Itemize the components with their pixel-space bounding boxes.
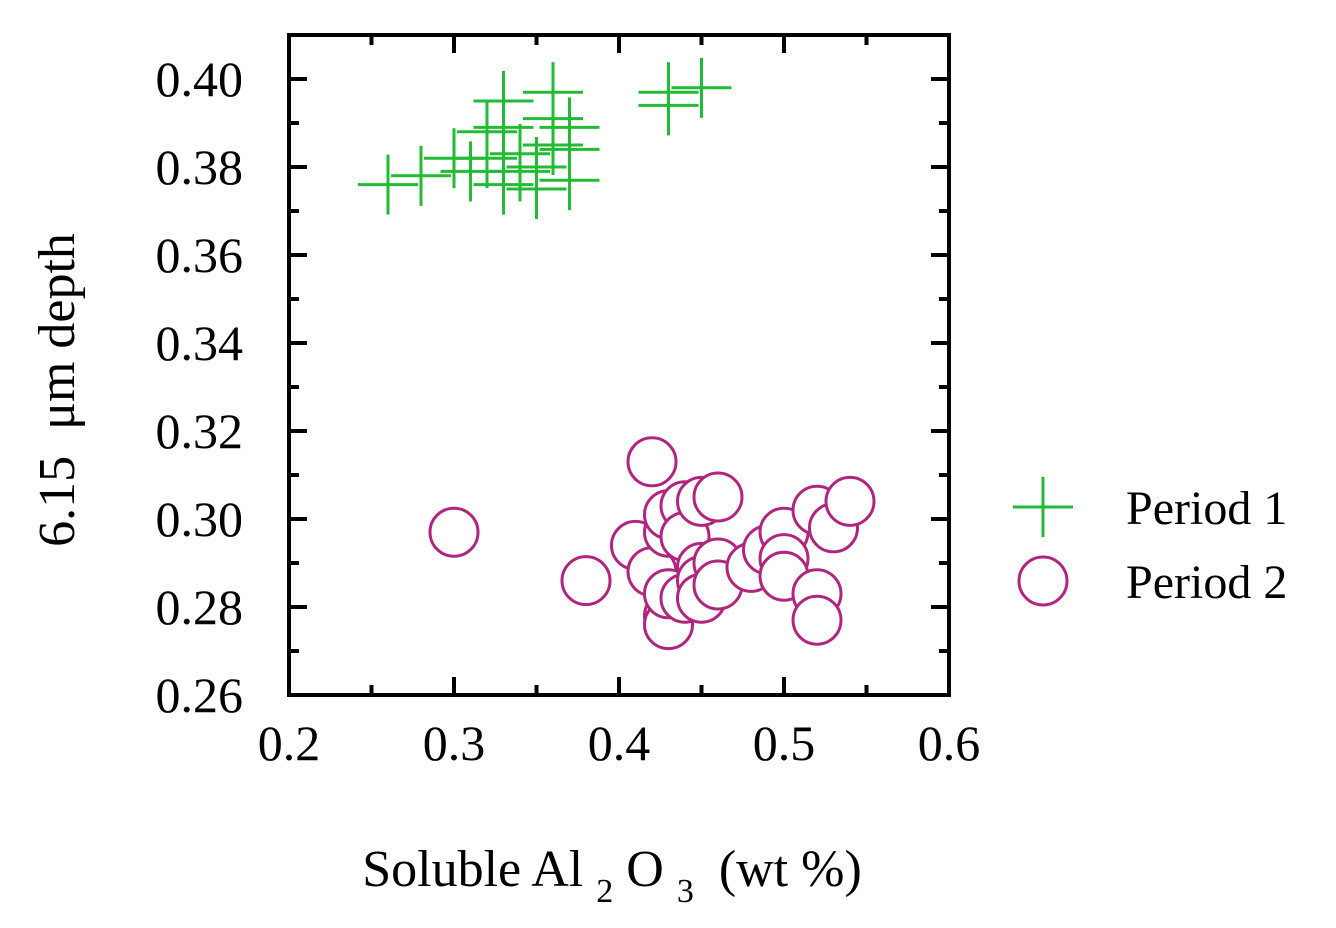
x-axis-label-tail: (wt %): [719, 841, 862, 898]
data-points: [358, 57, 876, 651]
period-1-point: [473, 154, 534, 215]
x-tick-label: 0.3: [423, 715, 486, 771]
period-1-point: [457, 101, 517, 162]
period-1-point: [539, 150, 600, 211]
y-tick-label: 0.32: [156, 403, 244, 459]
legend-marker-period-2: [1017, 555, 1069, 607]
period-2-point: [791, 594, 843, 646]
period-1-point: [490, 141, 550, 202]
axis-ticks: [287, 35, 951, 697]
y-tick-label: 0.28: [156, 579, 244, 635]
x-axis-label: Soluble Al 2 O 3 (wt %): [362, 841, 862, 914]
legend-circle-marker: [1017, 555, 1069, 607]
legend-label-period-2: Period 2: [1126, 556, 1287, 609]
y-tick-label: 0.38: [156, 139, 244, 195]
legend-marker-period-1: [1013, 477, 1073, 537]
x-axis-label-mid: O: [626, 841, 664, 898]
x-axis-label-sub1: 2: [596, 873, 613, 910]
x-axis-label-main: Soluble Al: [362, 841, 583, 898]
legend-plus-marker: [1013, 477, 1073, 537]
legend-label-period-1: Period 1: [1126, 482, 1287, 535]
period-1-point: [671, 57, 732, 118]
x-tick-label: 0.2: [258, 715, 321, 771]
y-tick-label: 0.40: [156, 51, 244, 107]
x-tick-label: 0.4: [588, 715, 651, 771]
y-tick-label: 0.36: [156, 227, 244, 283]
x-axis-label-sub2: 3: [677, 873, 694, 910]
y-axis-label: 6.15 μm depth: [29, 233, 86, 547]
axis-tick-labels: 0.2 0.3 0.4 0.5 0.6 0.26 0.28 0.30 0.32 0.34 0.36 0…: [156, 51, 981, 771]
y-tick-label: 0.34: [156, 315, 244, 371]
legend: Period 1 Period 2: [1013, 477, 1287, 609]
period-1-point: [638, 75, 699, 136]
period-1-point: [523, 115, 583, 175]
period-1-point: [358, 154, 418, 215]
period-2-point: [428, 506, 480, 558]
period-1-point: [506, 137, 567, 197]
period-2-point: [692, 471, 744, 523]
period-2-point: [560, 555, 612, 607]
y-tick-label: 0.26: [156, 667, 244, 723]
x-tick-label: 0.6: [918, 715, 981, 771]
x-tick-label: 0.5: [753, 715, 816, 771]
period-1-point: [473, 97, 534, 158]
plot-frame: [287, 33, 951, 697]
period-1-point: [391, 145, 451, 206]
period-2-point: [824, 475, 876, 527]
y-tick-label: 0.30: [156, 491, 244, 547]
period-2-point: [626, 436, 678, 488]
